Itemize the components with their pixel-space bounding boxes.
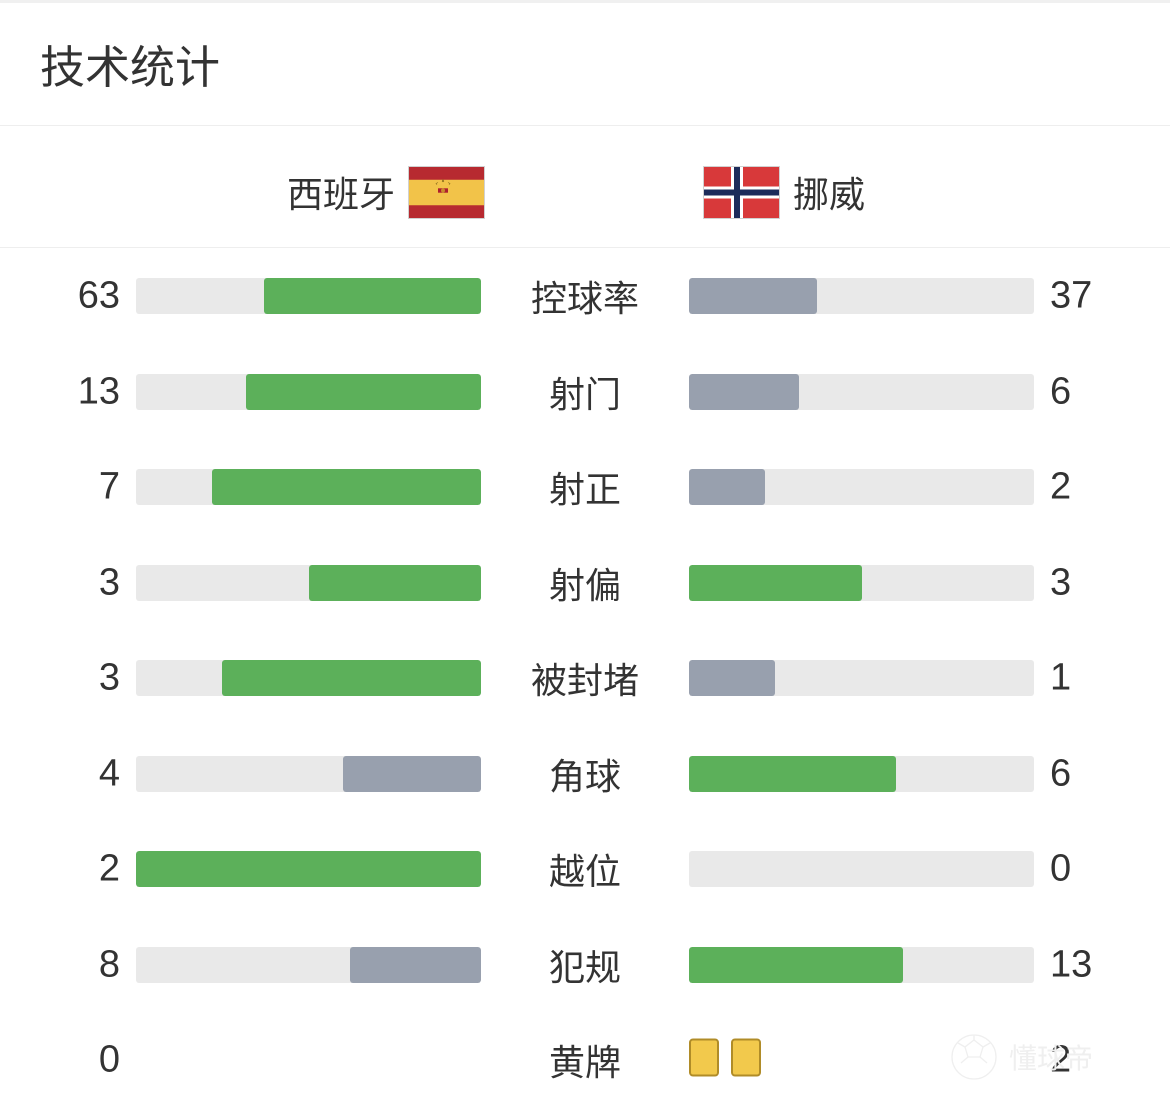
svg-text:懂球帝: 懂球帝 — [1009, 1043, 1093, 1074]
